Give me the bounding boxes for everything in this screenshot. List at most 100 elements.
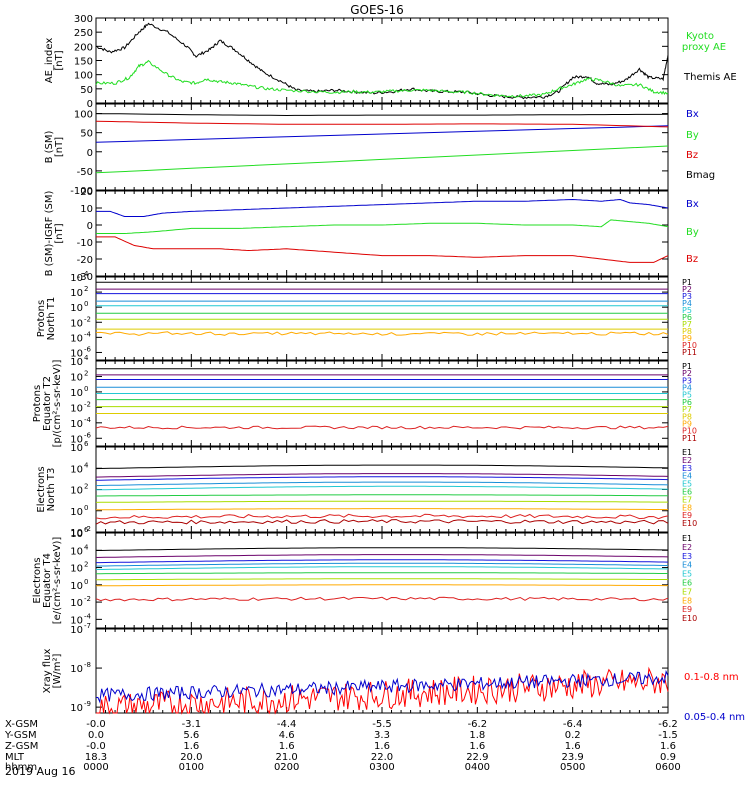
channel-line-E4 [95, 481, 669, 487]
y-tick-exponent: -6 [84, 345, 92, 353]
channel-label: E8 [682, 596, 692, 605]
y-axis-label: North T3 [46, 468, 57, 512]
ephem-cell: -6.4 [563, 719, 583, 730]
y-tick-label: 10 [70, 486, 83, 497]
legend-bz: Bz [686, 254, 698, 265]
channel-label: P4 [682, 299, 692, 308]
y-tick-label: 10 [70, 564, 83, 575]
y-tick-label: 150 [74, 57, 93, 68]
series-line-1 [96, 198, 669, 217]
y-tick-label: 0 [87, 221, 93, 232]
channel-label: P11 [682, 434, 697, 443]
channel-label: E10 [682, 614, 697, 623]
y-tick-exponent: 0 [84, 578, 88, 586]
y-tick-exponent: 0 [84, 385, 88, 393]
y-tick-exponent: 0 [84, 504, 88, 512]
legend-by: By [686, 227, 699, 238]
y-tick-exponent: -9 [84, 700, 91, 708]
ephem-cell: 1.6 [565, 741, 581, 752]
y-tick-label: 10 [70, 333, 83, 344]
ephem-cell: 0.0 [88, 730, 104, 741]
y-tick-exponent: -6 [84, 431, 92, 439]
y-tick-label: 10 [70, 546, 83, 557]
series-line-3 [96, 236, 669, 263]
y-tick-label: -10 [77, 238, 93, 249]
channel-label: P2 [682, 369, 692, 378]
channel-line-E5 [96, 566, 669, 570]
panel-1: 0 50 100 150 200 250 300 AE_index [nT] Kyotoproxy… [44, 14, 737, 110]
legend-xray-short: 0.05-0.4 nm [684, 712, 745, 723]
channel-label: P9 [682, 419, 692, 428]
channel-label: E1 [682, 448, 692, 457]
y-tick-exponent: -4 [84, 416, 92, 424]
channel-label: E1 [682, 534, 692, 543]
channel-line-E9 [95, 596, 669, 602]
channel-line-E2 [95, 473, 669, 478]
panel-frame [95, 446, 669, 533]
y-tick-exponent: 6 [84, 440, 89, 448]
y-tick-label: 10 [70, 598, 83, 609]
channel-label: E2 [682, 543, 692, 552]
y-tick-label: 10 [70, 357, 83, 368]
y-tick-label: 10 [70, 419, 83, 430]
channel-label: E8 [682, 503, 692, 512]
channel-line-P10 [95, 425, 669, 430]
y-tick-label: 10 [70, 615, 83, 626]
ephem-cell: 1.6 [469, 741, 485, 752]
channel-line-P9 [95, 331, 669, 336]
channel-label: E9 [682, 511, 692, 520]
date-label: 2019 Aug 16 [5, 765, 75, 778]
ephem-cell: -4.4 [277, 719, 297, 730]
y-tick-label: 10 [70, 372, 83, 383]
y-tick-label: 10 [70, 528, 83, 539]
ephem-cell: 1.6 [660, 741, 676, 752]
series-line-1 [95, 22, 669, 100]
channel-line-E3 [96, 559, 669, 564]
y-axis-label: Xray flux [42, 649, 53, 694]
y-axis-label: B (SM)-IGRF (SM) [44, 191, 55, 277]
y-tick-label: -100 [70, 186, 93, 197]
series-line-1 [95, 125, 669, 143]
panel-frame [95, 17, 669, 104]
ephem-cell: 4.6 [279, 730, 295, 741]
y-tick-label: 300 [74, 14, 93, 25]
y-tick-exponent: 2 [84, 369, 88, 377]
y-tick-exponent: 6 [84, 526, 89, 534]
y-tick-label: 200 [74, 42, 93, 53]
channel-line-E7 [96, 578, 668, 581]
legend-bx: Bx [686, 109, 699, 120]
channel-label: P6 [682, 313, 692, 322]
y-tick-label: 20 [80, 187, 93, 198]
ephem-cell: 0200 [274, 762, 299, 773]
y-tick-label: 0 [87, 148, 93, 159]
y-tick-label: 10 [70, 443, 83, 454]
y-axis-label: [W/m²] [52, 653, 63, 688]
y-tick-exponent: -2 [84, 315, 91, 323]
y-tick-label: 10 [70, 303, 83, 314]
ephem-row-label: Y-GSM [4, 730, 37, 741]
channel-label: P8 [682, 412, 692, 421]
y-axis-label: North T1 [46, 297, 57, 341]
channel-label: P8 [682, 327, 692, 336]
y-axis-label: [nT] [54, 223, 65, 243]
ephem-cell: -0.0 [86, 741, 106, 752]
channel-line-E5 [96, 485, 669, 491]
series-line-2 [95, 59, 669, 98]
ephem-cell: 0100 [179, 762, 204, 773]
y-axis-label: AE_index [44, 38, 55, 84]
y-tick-label: -50 [77, 167, 93, 178]
ephem-cell: -0.0 [86, 719, 106, 730]
y-tick-label: 50 [80, 129, 93, 140]
channel-label: P7 [682, 320, 692, 329]
y-axis-label: B (SM) [44, 130, 55, 163]
channel-label: P3 [682, 376, 692, 385]
panel-frame [95, 190, 669, 277]
channel-label: E7 [682, 587, 692, 596]
ephem-cell: 23.9 [562, 752, 584, 763]
panel-2: -100 -50 0 50 100 B (SM) [nT] Bx By Bz Bmag [44, 103, 715, 197]
channel-label: E3 [682, 552, 692, 561]
